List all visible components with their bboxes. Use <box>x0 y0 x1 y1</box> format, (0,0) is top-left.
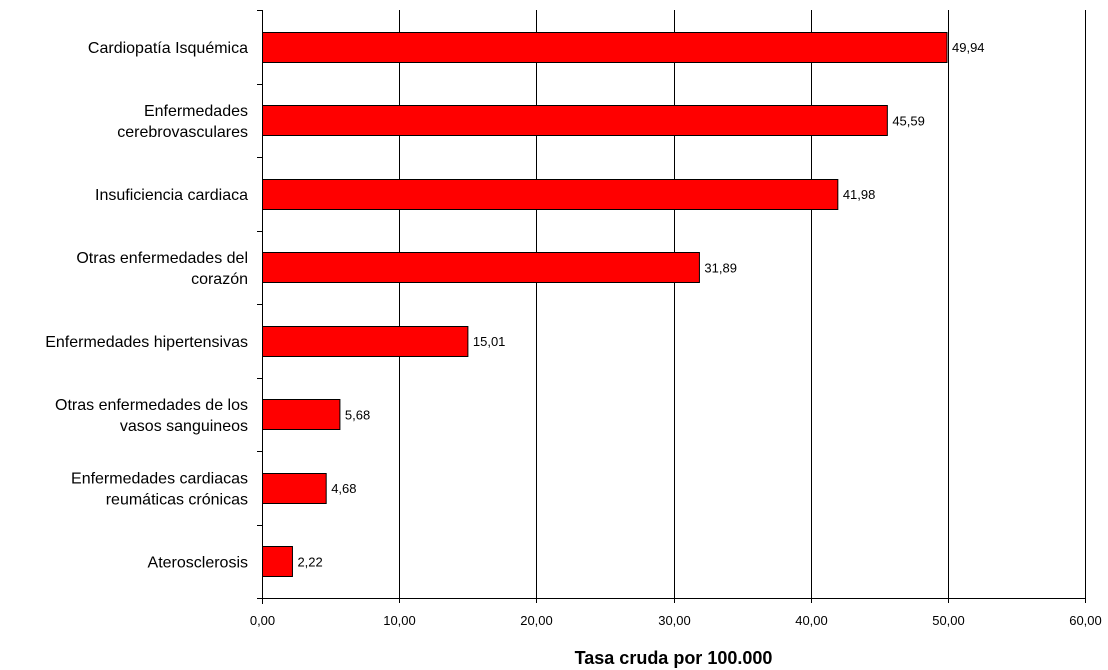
category-label: vasos sanguineos <box>120 418 248 435</box>
x-tick-label: 0,00 <box>250 613 275 628</box>
data-label: 2,22 <box>297 554 322 569</box>
x-tick-label: 60,00 <box>1069 613 1102 628</box>
x-tick-label: 50,00 <box>932 613 965 628</box>
data-label: 5,68 <box>345 407 370 422</box>
category-label: Otras enfermedades de los <box>55 397 248 414</box>
category-label: corazón <box>191 271 248 288</box>
bar <box>262 546 293 577</box>
gridlines <box>399 10 1086 598</box>
x-tick-label: 30,00 <box>658 613 691 628</box>
category-label: Otras enfermedades del <box>76 250 248 267</box>
x-tick-label: 10,00 <box>383 613 416 628</box>
bar <box>262 179 839 210</box>
axes <box>257 10 1086 604</box>
bars <box>262 32 948 577</box>
category-label: Cardiopatía Isquémica <box>88 40 248 57</box>
category-label: cerebrovasculares <box>117 124 248 141</box>
category-label: reumáticas crónicas <box>106 491 248 508</box>
bar <box>262 252 700 283</box>
data-label: 15,01 <box>473 334 506 349</box>
x-tick-label: 20,00 <box>520 613 553 628</box>
bar <box>262 473 327 504</box>
category-label: Enfermedades cardiacas <box>71 470 248 487</box>
labels: 0,00 10,00 20,00 30,00 40,00 50,00 60,00 49,94 C… <box>45 40 1102 628</box>
x-axis-title: Tasa cruda por 100.000 <box>575 648 773 668</box>
category-label: Insuficiencia cardiaca <box>95 187 248 204</box>
category-label: Enfermedades hipertensivas <box>45 334 248 351</box>
bar <box>262 399 341 430</box>
data-label: 45,59 <box>892 113 925 128</box>
data-label: 49,94 <box>952 40 985 55</box>
x-tick-label: 40,00 <box>795 613 828 628</box>
bar <box>262 105 888 136</box>
data-label: 41,98 <box>843 187 876 202</box>
category-label: Aterosclerosis <box>148 554 248 571</box>
bar <box>262 326 469 357</box>
bar <box>262 32 948 63</box>
data-label: 4,68 <box>331 481 356 496</box>
category-label: Enfermedades <box>144 103 248 120</box>
data-label: 31,89 <box>704 260 737 275</box>
